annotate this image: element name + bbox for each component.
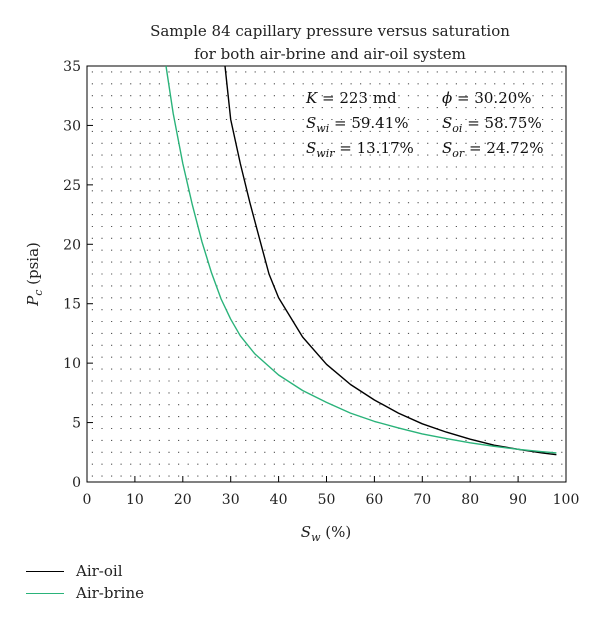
y-tick-label: 10: [63, 356, 81, 372]
legend-item-air-brine: Air-brine: [26, 582, 144, 604]
annotation-item: Soi = 58.75%: [442, 114, 542, 135]
x-tick-label: 0: [83, 492, 92, 508]
annotation-block: K = 223 md ϕ = 30.20% Swi = 59.41% Soi = 58…: [305, 89, 543, 160]
annotation-item: K = 223 md: [305, 89, 397, 107]
x-axis-label: Sw (%): [301, 523, 351, 544]
x-tick-label: 80: [461, 492, 479, 508]
legend-label-air-brine: Air-brine: [76, 584, 144, 602]
annotation-item: Swir = 13.17%: [306, 139, 414, 160]
x-tick-label: 50: [318, 492, 336, 508]
x-tick-label: 70: [413, 492, 431, 508]
x-tick-label: 90: [509, 492, 527, 508]
grid-dots: [91, 71, 563, 477]
y-tick-label: 30: [63, 118, 81, 134]
annotation-item: ϕ = 30.20%: [442, 89, 532, 107]
x-tick-label: 20: [174, 492, 192, 508]
chart-title-line-1: Sample 84 capillary pressure versus satu…: [150, 22, 510, 40]
annotation-item: Swi = 59.41%: [306, 114, 409, 135]
x-tick-label: 30: [222, 492, 240, 508]
legend: Air-oil Air-brine: [26, 560, 144, 604]
x-tick-label: 100: [553, 492, 580, 508]
series-line-air-brine: [165, 65, 557, 454]
annotation-item: Sor = 24.72%: [442, 139, 543, 160]
y-tick-label: 0: [72, 475, 81, 491]
legend-swatch-air-brine: [26, 592, 64, 594]
x-tick-label: 40: [270, 492, 288, 508]
axis-ticks: 0 10 20 30 40 50 60 70 80 90 100 0 5 10 15 20 25 30 35: [63, 59, 579, 508]
x-tick-label: 60: [365, 492, 383, 508]
y-tick-label: 5: [72, 416, 81, 432]
legend-swatch-air-oil: [26, 570, 64, 572]
y-axis-label: Pc (psia): [24, 242, 45, 307]
legend-label-air-oil: Air-oil: [76, 562, 123, 580]
grid-dot-pattern: [91, 71, 563, 477]
series-line-air-oil: [224, 65, 557, 456]
y-tick-label: 20: [63, 237, 81, 253]
y-tick-label: 35: [63, 59, 81, 75]
legend-item-air-oil: Air-oil: [26, 560, 144, 582]
y-tick-label: 25: [63, 178, 81, 194]
x-tick-label: 10: [126, 492, 144, 508]
y-tick-label: 15: [63, 297, 81, 313]
chart-title-line-2: for both air-brine and air-oil system: [194, 45, 466, 63]
series-lines: [165, 65, 557, 456]
